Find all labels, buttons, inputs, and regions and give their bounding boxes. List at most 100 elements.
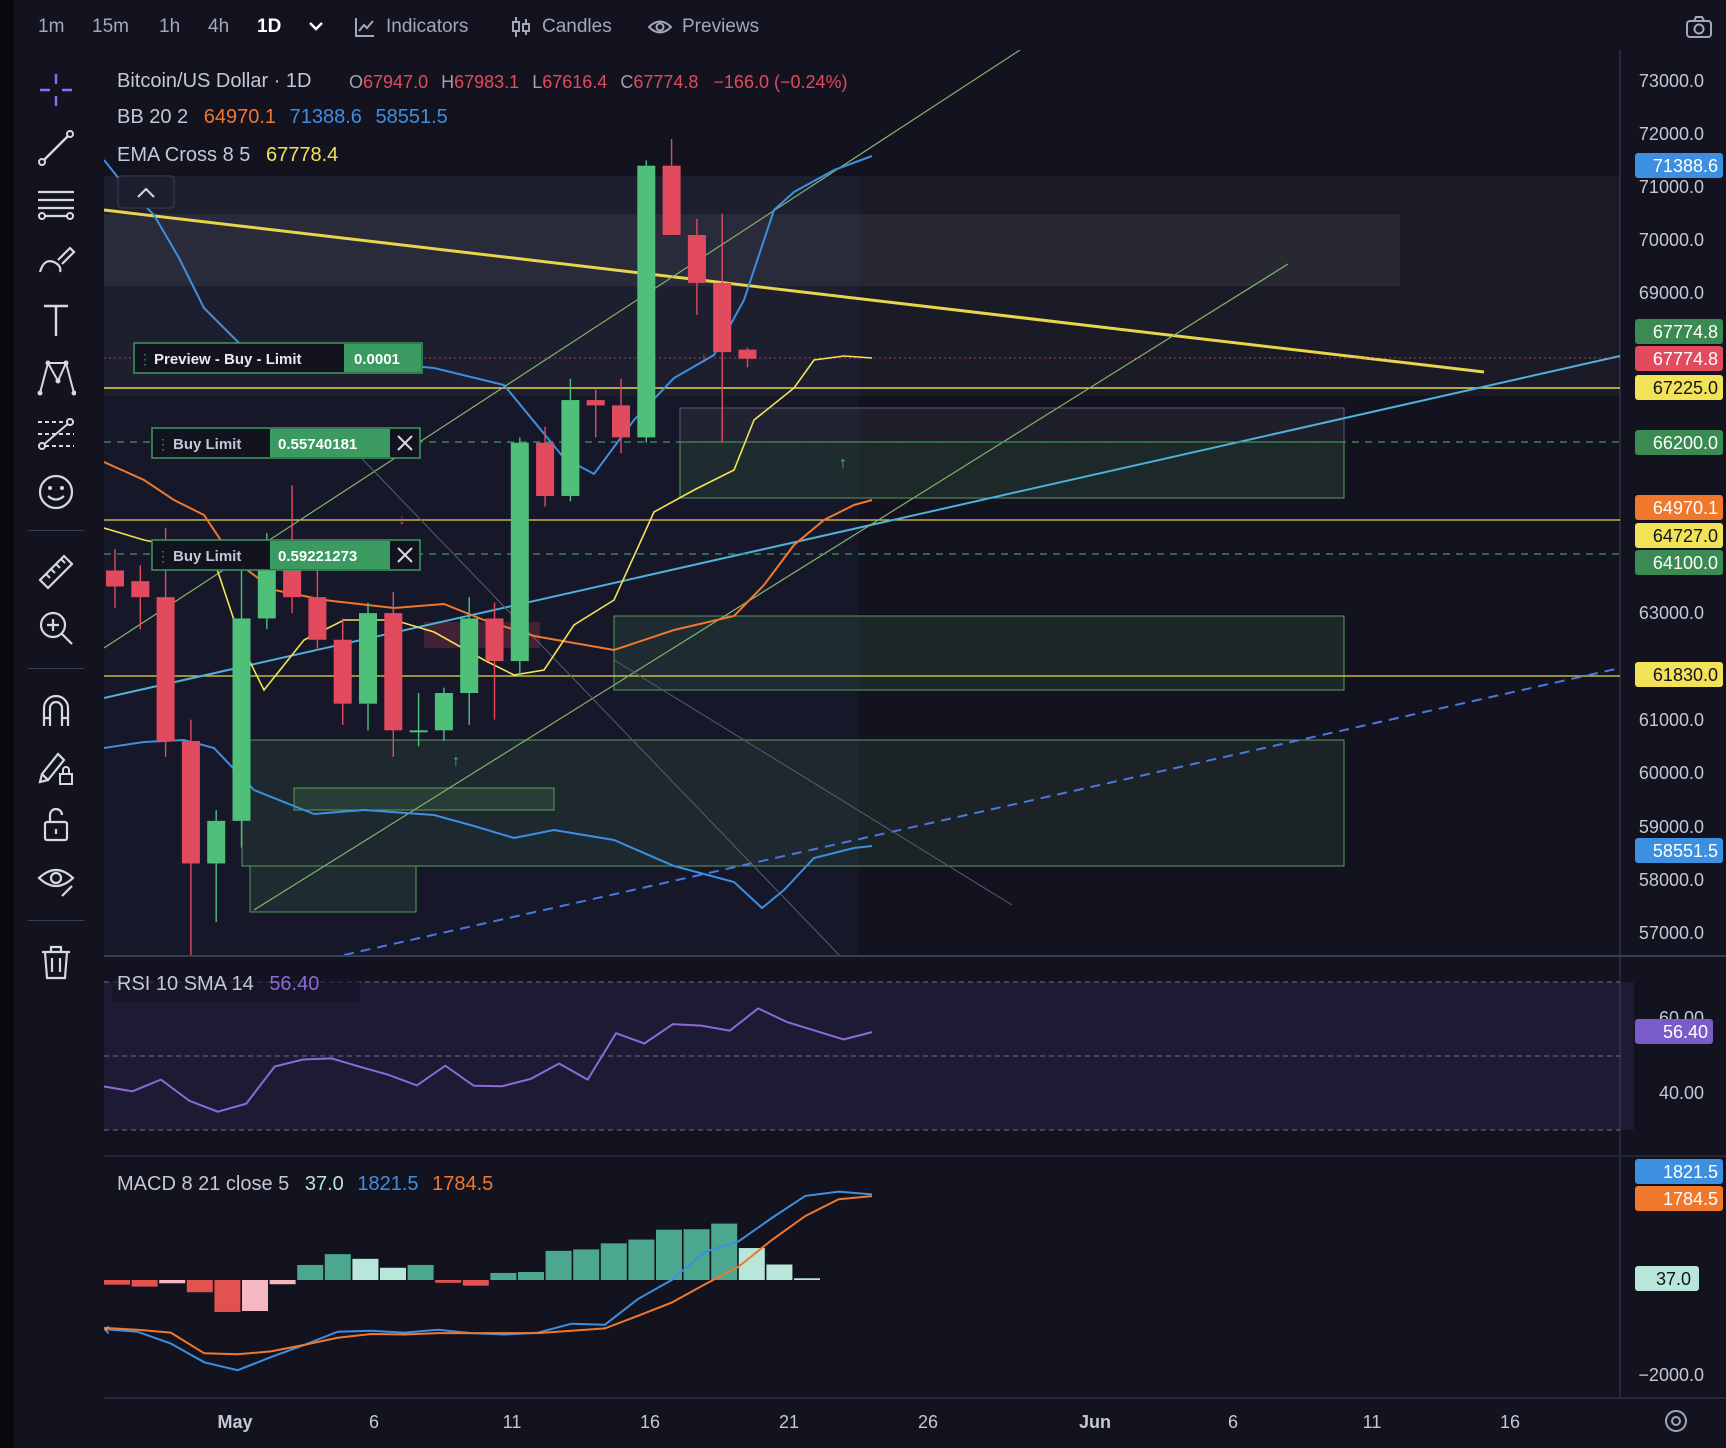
crosshair-tool[interactable] (34, 68, 78, 112)
candles-button[interactable]: Candles (510, 10, 612, 44)
trendline-tool[interactable] (34, 126, 78, 170)
time-axis[interactable]: May 6 11 16 21 26 Jun 6 11 16 (217, 1412, 1520, 1432)
symbol-label[interactable]: Bitcoin/US Dollar · 1D (117, 70, 312, 92)
drawing-layer[interactable]: ↑ ↑ ↓ ↓ (104, 50, 1621, 960)
order-preview-buy-limit[interactable]: ⋮ Preview - Buy - Limit 0.0001 (133, 342, 423, 374)
order-label: Buy Limit (173, 436, 241, 453)
price-badge: 66200.0 (1653, 433, 1718, 453)
candle-bearish[interactable] (156, 597, 175, 741)
candle-bearish[interactable] (586, 400, 605, 406)
candles[interactable] (106, 139, 757, 959)
order-qty[interactable]: 0.55740181 (278, 436, 357, 453)
delete-drawings-tool[interactable] (34, 940, 78, 984)
candle-bullish[interactable] (409, 730, 428, 733)
ruler-tool[interactable] (34, 550, 78, 594)
candle-bearish[interactable] (687, 234, 706, 283)
drag-handle-icon: ⋮ (156, 548, 170, 564)
bb-lower-line[interactable] (104, 738, 873, 910)
candle-bullish[interactable] (510, 442, 529, 662)
histogram-bar (435, 1280, 462, 1283)
price-axis-ticks: 73000.0 72000.0 71000.0 70000.0 69000.0 … (1639, 71, 1704, 943)
candle-bullish[interactable] (359, 613, 377, 704)
macd-badge: 1821.5 (1663, 1162, 1718, 1182)
order-qty[interactable]: 0.0001 (354, 351, 400, 368)
candle-bearish[interactable] (333, 639, 352, 704)
ema-legend[interactable]: EMA Cross 8 5 67778.4 (117, 144, 338, 166)
bb-middle-line[interactable] (104, 461, 873, 652)
histogram-bar (462, 1280, 489, 1286)
macd-legend[interactable]: MACD 8 21 close 5 37.0 1821.5 1784.5 (117, 1173, 493, 1195)
candle-bearish[interactable] (131, 581, 150, 598)
candle-bearish[interactable] (713, 282, 732, 353)
lock-drawing-tool[interactable] (34, 746, 78, 790)
brush-tool[interactable] (34, 240, 78, 284)
yellow-trendline[interactable] (104, 208, 1485, 374)
bb-legend[interactable]: BB 20 2 64970.1 71388.6 58551.5 (117, 106, 448, 128)
horizontal-lines-tool[interactable] (34, 182, 78, 226)
histogram-bar (380, 1267, 406, 1280)
candle-bearish[interactable] (283, 570, 302, 598)
candle-bullish[interactable] (207, 820, 226, 864)
magnet-tool[interactable] (34, 688, 78, 732)
demand-zone-5[interactable] (249, 865, 417, 913)
order-buy-limit-2[interactable]: ⋮ Buy Limit 0.59221273 (151, 539, 421, 571)
candle-bullish[interactable] (460, 618, 479, 694)
order-buy-limit-1[interactable]: ⋮ Buy Limit 0.55740181 (151, 427, 421, 459)
candle-bearish[interactable] (738, 349, 757, 359)
demand-zone-1[interactable] (679, 441, 1345, 499)
candle-bearish[interactable] (485, 618, 504, 662)
timeframe-1m[interactable]: 1m (38, 16, 65, 37)
candle-bearish[interactable] (181, 740, 200, 864)
horizontal-lines-icon (38, 190, 74, 220)
chart-settings-button[interactable] (1665, 1410, 1687, 1432)
collapse-legend-button[interactable] (117, 175, 175, 209)
candle-bearish[interactable] (106, 570, 124, 587)
channel-line-lower[interactable] (253, 263, 1289, 911)
demand-zone-2[interactable] (613, 615, 1345, 691)
cancel-order-button[interactable] (397, 435, 413, 451)
visibility-tool[interactable] (34, 858, 78, 902)
demand-zone-4[interactable] (293, 787, 555, 811)
candle-bearish[interactable] (536, 442, 555, 496)
order-qty[interactable]: 0.59221273 (278, 548, 357, 565)
cancel-order-button[interactable] (397, 547, 413, 563)
cyan-trendline[interactable] (104, 355, 1621, 699)
timeframe-15m[interactable]: 15m (92, 16, 129, 37)
screenshot-button[interactable] (1686, 10, 1712, 44)
chart-canvas[interactable]: ↑ ↑ ↓ ↓ Bitcoin/US Dollar · 1D O67947.0 … (14, 0, 1726, 1448)
histogram-badge: 37.0 (1656, 1269, 1691, 1289)
zoom-tool[interactable] (34, 606, 78, 650)
candle-bearish[interactable] (308, 597, 327, 640)
candle-bullish[interactable] (434, 693, 453, 731)
timeframe-1d[interactable]: 1D (257, 16, 282, 37)
previews-button[interactable]: Previews (648, 10, 759, 44)
price-badge-bg (1635, 662, 1723, 687)
rsi-line[interactable] (103, 1007, 873, 1113)
rsi-pane[interactable]: RSI 10 SMA 14 56.40 60.00 40.00 56.40 (103, 968, 1713, 1131)
candle-bearish[interactable] (612, 405, 630, 438)
candle-bearish[interactable] (662, 165, 681, 235)
histogram-bar (297, 1264, 324, 1280)
text-tool[interactable] (34, 298, 78, 342)
candle-bearish[interactable] (384, 613, 403, 731)
timeframe-menu-button[interactable] (306, 10, 334, 44)
histogram-bar (518, 1272, 544, 1280)
candle-bullish[interactable] (637, 165, 656, 438)
indicators-button[interactable]: Indicators (354, 10, 468, 44)
rsi-tick: 40.00 (1659, 1083, 1704, 1103)
rsi-legend[interactable]: RSI 10 SMA 14 56.40 (117, 973, 319, 995)
signal-line[interactable] (104, 1195, 873, 1356)
macd-pane[interactable]: MACD 8 21 close 5 37.0 1821.5 1784.5 ‹ −… (104, 1159, 1723, 1385)
scroll-left-icon[interactable]: ‹ (104, 1319, 110, 1339)
candle-bullish[interactable] (257, 570, 276, 619)
pattern-tool[interactable] (34, 355, 78, 399)
candle-bullish[interactable] (232, 618, 251, 821)
fib-levels-tool[interactable] (34, 412, 78, 456)
candle-bullish[interactable] (561, 400, 580, 496)
timeframe-4h[interactable]: 4h (208, 16, 230, 37)
unlock-tool[interactable] (34, 802, 78, 846)
price-tick: 69000.0 (1639, 283, 1704, 303)
timeframe-1h[interactable]: 1h (159, 16, 181, 37)
emoji-tool[interactable] (34, 470, 78, 514)
blue-dashed-trendline[interactable] (343, 667, 1621, 955)
